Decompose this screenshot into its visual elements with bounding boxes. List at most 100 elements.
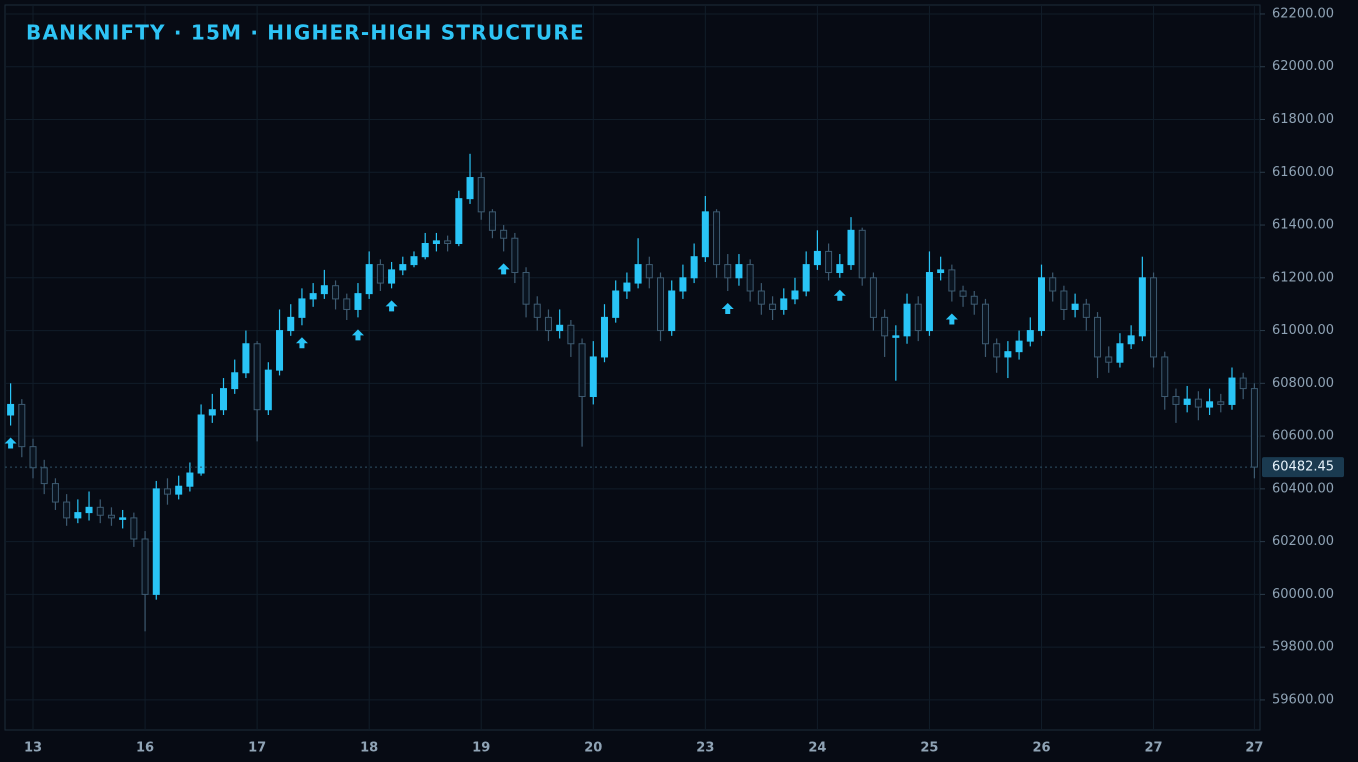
candle-body — [1194, 398, 1202, 408]
last-price-label: 60482.45 — [1272, 460, 1334, 475]
candle-body — [1071, 303, 1079, 310]
candle-body — [1116, 343, 1124, 363]
candle-body — [533, 303, 541, 318]
labels: 59600.00 59800.00 60000.00 60200.00 60400.00… — [24, 6, 1344, 756]
y-tick-label: 60400.00 — [1272, 481, 1334, 496]
candle-body — [276, 330, 284, 371]
candle-body — [432, 240, 440, 245]
candle-body — [567, 324, 575, 345]
candle-body — [713, 211, 721, 266]
candle-body — [130, 517, 138, 540]
candle-body — [455, 198, 463, 245]
candle-body — [802, 264, 810, 292]
candle-body — [29, 446, 37, 469]
candle-body — [1239, 377, 1247, 390]
candle-body — [791, 290, 799, 300]
candle-body — [152, 488, 160, 595]
candle-body — [578, 343, 586, 398]
candle-body — [220, 388, 228, 411]
candle-body — [253, 343, 261, 411]
candle-body — [1026, 330, 1034, 342]
candle-body — [746, 264, 754, 292]
candle-body — [657, 277, 665, 332]
y-tick-label: 61000.00 — [1272, 323, 1334, 338]
higher-high-marker — [351, 329, 364, 341]
candle-body — [556, 324, 564, 332]
candle-body — [981, 303, 989, 345]
candle-body — [735, 264, 743, 279]
candle-body — [1250, 388, 1258, 468]
candle-body — [1060, 290, 1068, 310]
candle-body — [1150, 277, 1158, 358]
candle-body — [107, 514, 115, 519]
candle-body — [74, 512, 82, 519]
last-price-box — [1262, 457, 1344, 478]
candle-body — [1082, 303, 1090, 318]
candle-body — [141, 538, 149, 595]
candle-body — [1217, 401, 1225, 405]
candle-body — [724, 264, 732, 279]
candle-body — [208, 409, 216, 416]
candle-body — [847, 229, 855, 266]
candle-body — [679, 277, 687, 292]
x-tick-label: 27 — [1245, 741, 1263, 756]
candle-body — [1138, 277, 1146, 337]
candle-body — [690, 256, 698, 279]
candle-body — [869, 277, 877, 318]
candle-body — [522, 272, 530, 305]
candle-body — [757, 290, 765, 305]
chart-title: BANKNIFTY · 15M · HIGHER-HIGH STRUCTURE — [26, 21, 585, 45]
candle-body — [264, 369, 272, 411]
candle-body — [354, 293, 362, 310]
candle-body — [96, 506, 104, 516]
candles — [4, 153, 1260, 632]
candle-body — [63, 501, 71, 519]
y-tick-label: 59600.00 — [1272, 692, 1334, 707]
candle-body — [197, 414, 205, 474]
candle-body — [836, 264, 844, 274]
candle-body — [466, 177, 474, 200]
candle-body — [1049, 277, 1057, 292]
candle-body — [925, 272, 933, 332]
candle-body — [365, 264, 373, 295]
candle-body — [1105, 356, 1113, 363]
candle-body — [511, 237, 519, 274]
higher-high-marker — [295, 337, 308, 349]
candle-body — [1228, 377, 1236, 405]
candle-body — [1183, 398, 1191, 405]
y-tick-label: 61400.00 — [1272, 218, 1334, 233]
y-tick-label: 61800.00 — [1272, 112, 1334, 127]
candle-body — [421, 243, 429, 258]
candle-body — [40, 467, 48, 485]
candle-body — [242, 343, 250, 374]
candle-body — [376, 264, 384, 284]
candle-body — [175, 485, 183, 495]
candle-body — [668, 290, 676, 332]
candle-body — [1127, 335, 1135, 345]
candle-body — [937, 269, 945, 274]
candle-body — [500, 229, 508, 239]
candle-body — [309, 293, 317, 300]
candle-body — [612, 290, 620, 318]
candle-body — [332, 285, 340, 300]
candle-body — [163, 488, 171, 495]
candle-body — [701, 211, 709, 258]
candle-body — [343, 298, 351, 310]
candle-body — [119, 517, 127, 520]
candle-body — [399, 264, 407, 271]
candle-body — [780, 298, 788, 310]
candle-body — [477, 177, 485, 213]
candle-body — [825, 250, 833, 274]
higher-high-marker — [497, 263, 510, 275]
y-tick-label: 61200.00 — [1272, 270, 1334, 285]
candle-body — [589, 356, 597, 398]
candle-body — [1206, 401, 1214, 408]
candle-body — [1004, 351, 1012, 358]
x-tick-label: 25 — [920, 741, 938, 756]
candle-body — [231, 372, 239, 390]
y-tick-label: 60600.00 — [1272, 429, 1334, 444]
candle-body — [881, 316, 889, 337]
candle-body — [298, 298, 306, 318]
